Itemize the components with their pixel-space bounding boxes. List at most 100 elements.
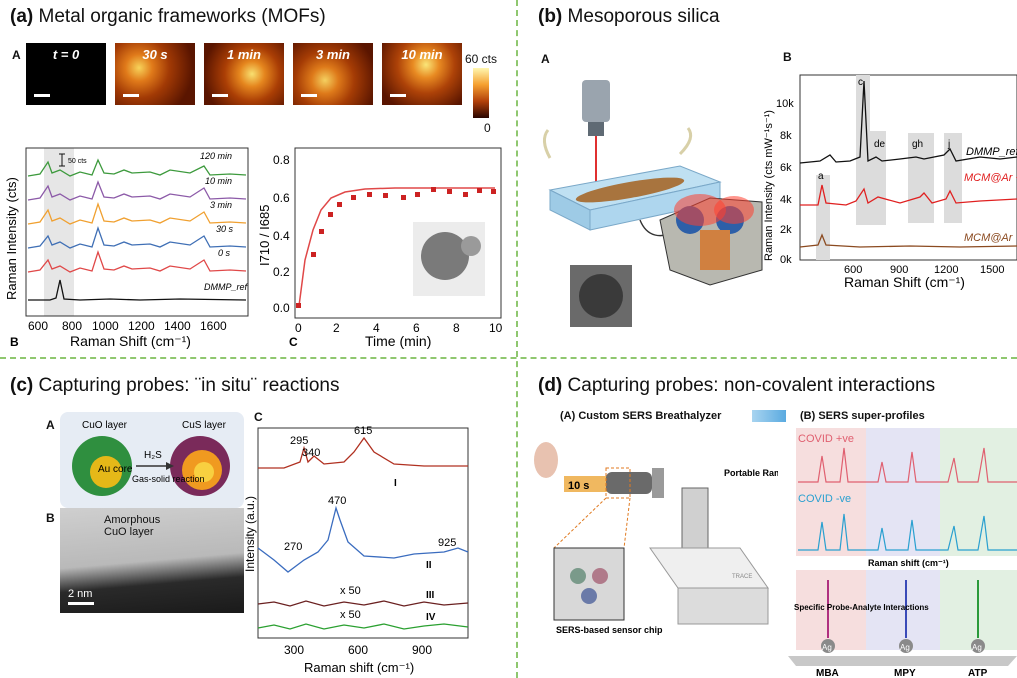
svg-text:x 50: x 50 bbox=[340, 585, 361, 597]
colorbar-min: 0 bbox=[484, 121, 491, 135]
svg-text:CuO layer: CuO layer bbox=[82, 420, 128, 431]
svg-text:10k: 10k bbox=[776, 98, 794, 110]
tick: 0.8 bbox=[273, 153, 290, 167]
tick: 1200 bbox=[128, 319, 155, 333]
heatmap-frame-0: t = 0 bbox=[26, 43, 106, 105]
spectra-xlabel: Raman Shift (cm⁻¹) bbox=[70, 333, 191, 349]
svg-text:1500: 1500 bbox=[980, 264, 1004, 276]
tick: 1000 bbox=[92, 319, 119, 333]
core-shell-diagram: CuO layer Au core CuS layer H₂S Gas-soli… bbox=[60, 412, 244, 508]
svg-text:Specific Probe-Analyte Interac: Specific Probe-Analyte Interactions bbox=[794, 603, 929, 612]
covid-pos-label: COVID +ve bbox=[798, 433, 854, 445]
covid-pos-trace bbox=[798, 447, 1017, 483]
svg-text:300: 300 bbox=[284, 643, 304, 657]
svg-text:6k: 6k bbox=[780, 162, 792, 174]
trace-II bbox=[257, 505, 469, 573]
panel-d-sub-b: (B) SERS super-profiles bbox=[800, 410, 925, 422]
scale-label: 50 cts bbox=[68, 158, 87, 165]
tick: 600 bbox=[28, 319, 48, 333]
arrow-icon bbox=[752, 410, 786, 422]
svg-text:TRACE: TRACE bbox=[732, 574, 752, 580]
kinetic-ylabel: I710 / I685 bbox=[257, 205, 272, 266]
panel-a-spectra-chart: 50 cts 120 min 10 min 3 min 30 s 0 s DMM… bbox=[4, 147, 249, 349]
svg-text:II: II bbox=[426, 560, 432, 571]
svg-text:c: c bbox=[858, 77, 863, 88]
svg-text:4k: 4k bbox=[780, 194, 792, 206]
trace-mcm-dmmp bbox=[800, 184, 1017, 206]
heatmap-frame-2: 1 min bbox=[204, 43, 284, 105]
tick: 0.2 bbox=[273, 265, 290, 279]
label-mcm: MCM@Ar bbox=[964, 232, 1014, 244]
tem-scale-label: 2 nm bbox=[68, 588, 93, 600]
label-30s: 30 s bbox=[216, 224, 234, 234]
tick: 10 bbox=[489, 321, 503, 335]
svg-text:ATP: ATP bbox=[968, 668, 988, 676]
tem-scalebar bbox=[68, 602, 94, 605]
tick: 1600 bbox=[200, 319, 227, 333]
panel-c-ylabel: Intensity (a.u.) bbox=[244, 496, 257, 572]
svg-text:Ag: Ag bbox=[900, 643, 910, 652]
panel-a-title: (a) Metal organic frameworks (MOFs) bbox=[10, 6, 326, 27]
spectrum-120min bbox=[27, 158, 247, 177]
covid-neg-trace bbox=[798, 513, 1017, 551]
panel-c-title: (c) Capturing probes: ¨in situ¨ reaction… bbox=[10, 375, 340, 396]
svg-text:615: 615 bbox=[354, 425, 372, 437]
svg-text:0k: 0k bbox=[780, 254, 792, 266]
panel-b-sub-a: A bbox=[541, 52, 550, 66]
svg-text:10 s: 10 s bbox=[568, 480, 589, 492]
panel-b-title: (b) Mesoporous silica bbox=[538, 6, 720, 27]
breathalyzer-illustration: 10 s SERS-based sensor chip TRACE Portab… bbox=[534, 442, 778, 635]
trace-mcm bbox=[799, 233, 1017, 248]
label-0s: 0 s bbox=[218, 248, 231, 258]
heatmap-frame-4: 10 min bbox=[382, 43, 462, 105]
svg-text:gh: gh bbox=[912, 139, 923, 150]
label-dmmp-ref: DMMP_ref bbox=[966, 146, 1017, 158]
svg-text:Ag: Ag bbox=[822, 643, 832, 652]
svg-text:Portable Raman Spectrometer: Portable Raman Spectrometer bbox=[724, 468, 778, 478]
svg-text:IV: IV bbox=[426, 612, 436, 623]
svg-text:900: 900 bbox=[890, 264, 908, 276]
svg-text:900: 900 bbox=[412, 643, 432, 657]
svg-text:I: I bbox=[394, 478, 397, 489]
panel-d-title: (d) Capturing probes: non-covalent inter… bbox=[538, 375, 936, 396]
heatmap-frame-1: 30 s bbox=[115, 43, 195, 105]
trace-dmmp-ref bbox=[799, 80, 1017, 164]
sub-b-label: B bbox=[10, 335, 19, 349]
panel-d-sub-a: (A) Custom SERS Breathalyzer bbox=[560, 410, 722, 422]
horizontal-divider bbox=[0, 357, 1017, 359]
tick: 0.4 bbox=[273, 229, 290, 243]
tick: 2 bbox=[333, 321, 340, 335]
tick: 0.0 bbox=[273, 301, 290, 315]
panel-b-sub-b: B bbox=[783, 50, 792, 64]
label-120min: 120 min bbox=[200, 151, 232, 161]
svg-text:925: 925 bbox=[438, 537, 456, 549]
svg-text:MPY: MPY bbox=[894, 668, 916, 676]
kinetic-xlabel: Time (min) bbox=[365, 333, 431, 349]
spectra-ylabel: Raman Intensity (cts) bbox=[4, 177, 19, 300]
svg-text:340: 340 bbox=[302, 447, 320, 459]
spectrum-30s bbox=[27, 225, 247, 249]
covid-neg-label: COVID -ve bbox=[798, 493, 851, 505]
svg-text:j: j bbox=[947, 139, 950, 150]
tick: 0 bbox=[295, 321, 302, 335]
label-dmmp: DMMP_ref bbox=[204, 282, 249, 292]
svg-text:III: III bbox=[426, 590, 435, 601]
svg-text:600: 600 bbox=[844, 264, 862, 276]
spectrum-dmmp bbox=[28, 279, 247, 301]
svg-text:a: a bbox=[818, 171, 824, 182]
colorbar-max: 60 cts bbox=[465, 52, 498, 66]
panel-c-xlabel: Raman shift (cm⁻¹) bbox=[304, 660, 414, 675]
label-3min: 3 min bbox=[210, 200, 232, 210]
label-mcm-dmmp: MCM@Ar + DMMP bbox=[964, 172, 1017, 184]
svg-text:x 50: x 50 bbox=[340, 609, 361, 621]
spectrum-3min bbox=[27, 201, 247, 225]
tem-image bbox=[60, 508, 244, 613]
svg-text:Ag: Ag bbox=[972, 643, 982, 652]
heatmap-frame-3: 3 min bbox=[293, 43, 373, 105]
svg-text:SERS-based sensor chip: SERS-based sensor chip bbox=[556, 625, 663, 635]
svg-text:MBA: MBA bbox=[816, 668, 839, 676]
panel-a-kinetic-chart: 0 2 4 6 8 10 0.0 0.2 0.4 0.6 0.8 C Time … bbox=[257, 147, 503, 349]
svg-text:470: 470 bbox=[328, 495, 346, 507]
svg-text:2k: 2k bbox=[780, 224, 792, 236]
panel-b-xlabel: Raman Shift (cm⁻¹) bbox=[844, 274, 965, 290]
